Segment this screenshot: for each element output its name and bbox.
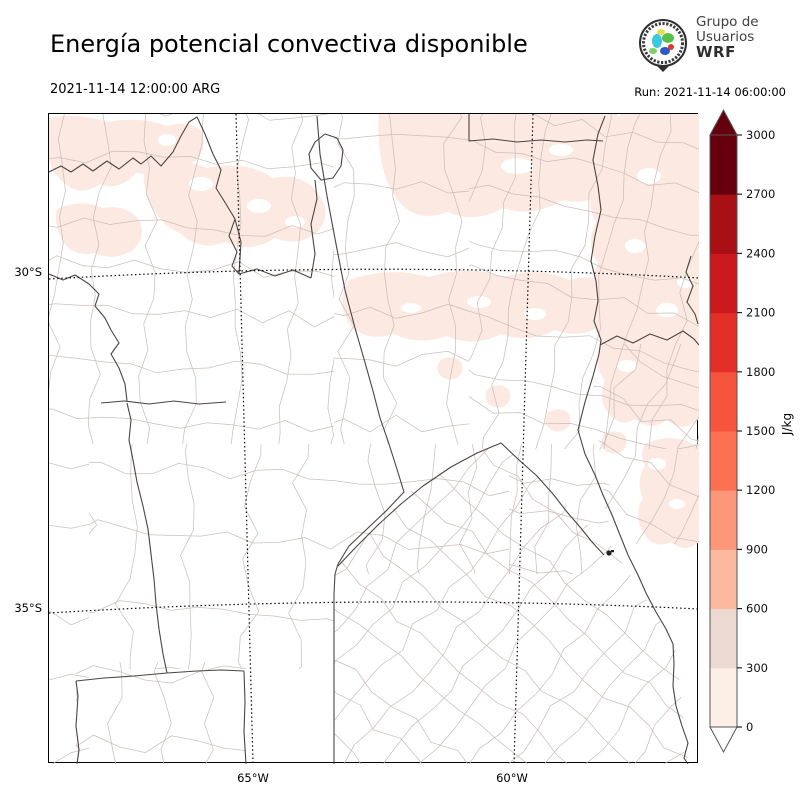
province-boundary (577, 353, 689, 765)
graticule-line (48, 601, 700, 614)
colorbar-tick-label: 1800 (746, 365, 775, 379)
province-boundary (243, 670, 247, 765)
y-tick-label: 35°S (14, 601, 42, 615)
cape-shade-patch (485, 385, 511, 408)
department-boundaries-mesh (334, 114, 469, 444)
province-boundary (333, 563, 339, 764)
province-boundary (337, 442, 605, 567)
department-boundaries-mesh (89, 444, 509, 669)
colorbar-segment (710, 194, 737, 254)
colorbar-units-label: J/kg (780, 412, 794, 436)
province-boundary (685, 255, 699, 325)
graticule-line (48, 268, 700, 280)
graticule-line (513, 113, 534, 765)
department-boundaries-mesh (509, 444, 609, 574)
colorbar-segment (710, 135, 737, 195)
colorbar-tick-label: 1500 (746, 424, 775, 438)
cape-shade-patch (590, 114, 699, 427)
colorbar-tick-label: 1200 (746, 483, 775, 497)
colorbar-tick-label: 600 (746, 602, 768, 616)
province-boundary (316, 115, 405, 565)
province-boundary (599, 330, 700, 346)
cape-shade-patch (378, 114, 622, 218)
department-boundaries-mesh (469, 114, 699, 449)
colorbar-tick-label: 0 (746, 720, 753, 734)
province-boundary (100, 400, 227, 405)
logo-line-1: Grupo de (696, 14, 759, 30)
page-title: Energía potencial convectiva disponible (50, 30, 528, 58)
logo-seal-icon (639, 19, 687, 72)
cape-shade-patch (545, 409, 571, 432)
province-boundary (75, 669, 245, 682)
colorbar-tick-label: 2700 (746, 187, 775, 201)
map-frame (48, 113, 700, 765)
wrf-users-group-logo: Grupo de Usuarios WRF (634, 12, 794, 74)
province-boundary (234, 218, 242, 275)
colorbar-segment (710, 253, 737, 314)
colorbar-tick-label: 3000 (746, 128, 775, 142)
province-boundary (75, 680, 80, 765)
department-boundaries-mesh (49, 114, 334, 444)
colorbar-segment (710, 549, 737, 610)
run-time-label: Run: 2021-11-14 06:00:00 (634, 85, 786, 99)
province-boundary (126, 402, 168, 674)
colorbar: 0 300 600 900 1200 1500 1800 2100 2400 2700 3000 (709, 108, 775, 754)
colorbar-tick-label: 900 (746, 542, 768, 556)
y-tick-label: 30°S (14, 265, 42, 279)
cape-shade-patch (55, 203, 142, 257)
colorbar-segment (710, 490, 737, 550)
cape-shade-patch (437, 357, 463, 380)
colorbar-segment (710, 312, 737, 373)
graticule-line (235, 113, 254, 765)
colorbar-tick-label: 300 (746, 661, 768, 675)
colorbar-segment (710, 667, 737, 728)
colorbar-tick-label: 2400 (746, 246, 775, 260)
map-canvas (48, 113, 700, 765)
province-boundary (468, 114, 604, 143)
x-tick-label: 60°W (496, 771, 528, 785)
logo-text: Grupo de Usuarios WRF (696, 15, 759, 60)
province-boundary (310, 179, 318, 279)
province-boundary (590, 115, 606, 355)
logo-line-3: WRF (696, 43, 736, 61)
colorbar-tick-label: 2100 (746, 306, 775, 320)
colorbar-segment (710, 431, 737, 491)
cape-shade-patch (601, 431, 627, 454)
x-tick-label: 65°W (237, 771, 269, 785)
city-marker (606, 550, 612, 556)
department-boundaries-mesh (49, 444, 89, 764)
province-boundary (308, 133, 344, 181)
logo-line-2: Usuarios (696, 29, 755, 45)
department-boundaries-mesh (589, 344, 699, 544)
department-boundaries-mesh (76, 662, 246, 764)
colorbar-segment (710, 371, 737, 432)
province-boundary (48, 273, 128, 402)
valid-time-label: 2021-11-14 12:00:00 ARG (50, 82, 221, 97)
colorbar-segment (710, 608, 737, 669)
